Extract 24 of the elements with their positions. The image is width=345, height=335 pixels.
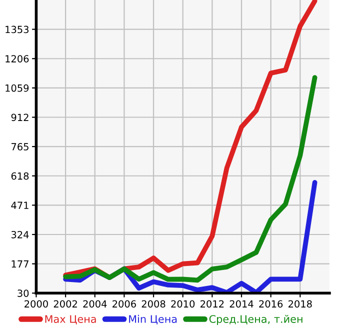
x-tick-label: 2008 [142, 300, 166, 308]
y-tick-label: 765 [12, 143, 28, 150]
y-tick-label: 471 [11, 202, 28, 209]
y-tick-label: 324 [11, 230, 29, 238]
x-tick-label: 2018 [288, 300, 312, 308]
y-tick-label: 618 [11, 172, 29, 180]
legend-label: Min Цена [129, 314, 177, 324]
legend-label: Max Цена [45, 315, 96, 324]
x-tick-label: 2006 [112, 300, 136, 308]
y-tick-label: 177 [12, 260, 28, 268]
y-tick-label: 912 [11, 114, 28, 122]
line-series [63, 75, 318, 283]
x-tick-label: 2000 [24, 300, 48, 308]
legend-label: Сред.Цена, т.йен [209, 314, 302, 325]
y-tick-label: 1059 [6, 84, 29, 92]
y-tick-label: 1206 [6, 55, 29, 62]
x-tick-label: 2016 [259, 300, 283, 308]
y-tick-label: 1353 [6, 26, 28, 34]
y-tick-label: 30 [18, 290, 29, 297]
x-tick-label: 2014 [230, 300, 254, 308]
x-tick-label: 2010 [171, 300, 195, 308]
x-tick-label: 2004 [83, 300, 107, 308]
x-tick-label: 2012 [200, 300, 224, 308]
x-tick-label: 2002 [54, 300, 77, 308]
